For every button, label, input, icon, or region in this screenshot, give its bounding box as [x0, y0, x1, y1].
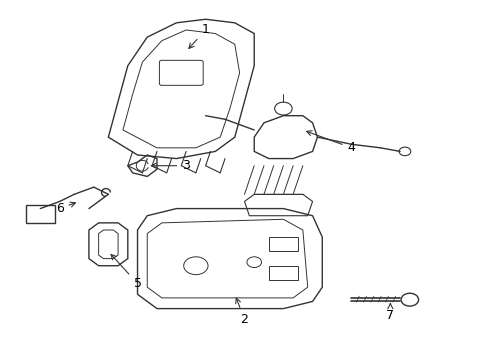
Text: 2: 2: [235, 298, 248, 326]
Text: 1: 1: [188, 23, 209, 49]
Text: 6: 6: [56, 202, 75, 215]
Text: 7: 7: [386, 303, 393, 322]
Text: 4: 4: [306, 131, 355, 154]
Bar: [26, 205, 55, 223]
Text: 3: 3: [151, 159, 190, 172]
Bar: [268, 237, 297, 251]
Text: 5: 5: [111, 255, 141, 290]
Bar: [268, 266, 297, 280]
